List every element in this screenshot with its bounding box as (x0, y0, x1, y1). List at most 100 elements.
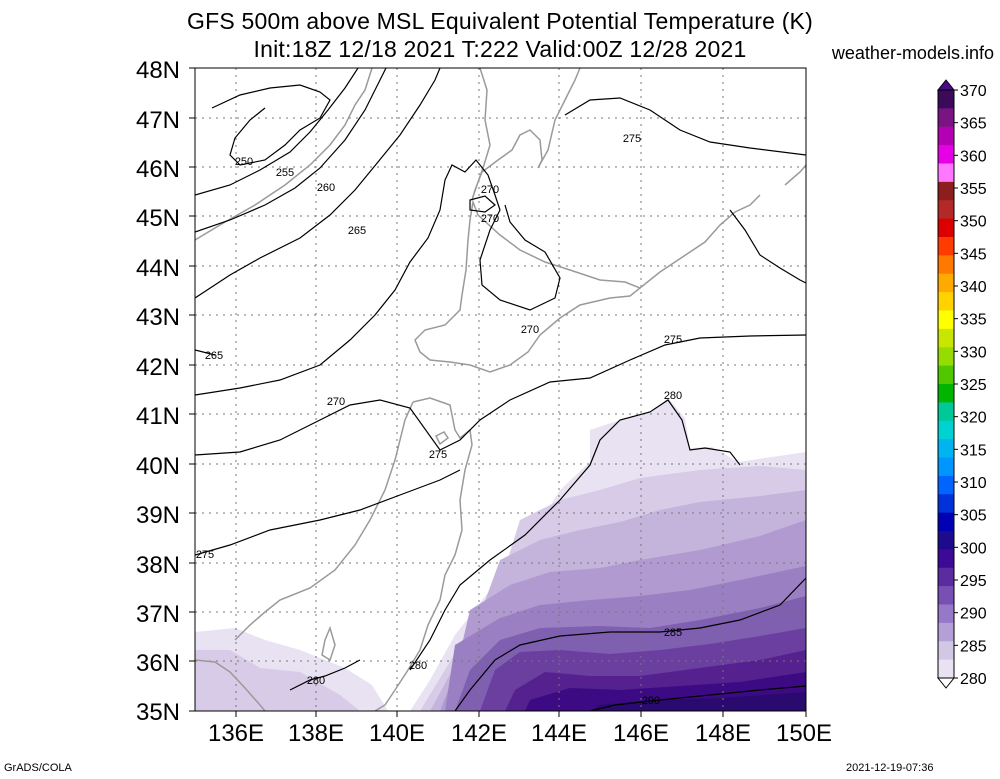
lat-label-39n: 39N (135, 502, 180, 529)
contour-270-ring (469, 195, 496, 213)
colorbar-swatch (938, 659, 954, 679)
contour-275-mid (195, 469, 461, 556)
colorbar-swatch (938, 402, 954, 422)
colorbar-swatch (938, 108, 954, 128)
colorbar-swatch (938, 181, 954, 201)
colorbar-swatch (938, 586, 954, 605)
colorbar-label: 290 (960, 606, 987, 623)
colorbar-swatch (938, 90, 954, 109)
colorbar-label: 335 (960, 312, 987, 329)
colorbar-swatch (938, 200, 954, 220)
contour-label: 275 (623, 133, 641, 145)
lat-label-47n: 47N (135, 107, 180, 134)
lat-label-45n: 45N (135, 205, 180, 232)
colorbar-bottom-arrow (936, 677, 956, 689)
colorbar-swatch (938, 255, 954, 275)
contour-label: 265 (348, 225, 366, 237)
contour-label: 280 (664, 390, 682, 402)
colorbar-swatch (938, 604, 954, 624)
colorbar-swatch (938, 126, 954, 146)
contour-label: 265 (205, 350, 223, 362)
colorbar-swatch (938, 531, 954, 550)
colorbar-label: 280 (960, 671, 987, 688)
footer-grads: GrADS/COLA (4, 762, 72, 774)
lon-label-140e: 140E (368, 720, 426, 747)
colorbar-label: 370 (960, 83, 987, 100)
colorbar-swatch (938, 310, 954, 330)
colorbar-label: 310 (960, 475, 987, 492)
contour-255 (195, 68, 359, 196)
lat-label-40n: 40N (135, 453, 180, 480)
colorbar-swatch (938, 457, 954, 477)
colorbar-label: 330 (960, 344, 987, 361)
colorbar-label: 315 (960, 442, 987, 459)
lon-label-136e: 136E (207, 720, 265, 747)
contour-270 (195, 159, 561, 396)
colorbar-swatch (938, 237, 954, 256)
lat-label-42n: 42N (135, 354, 180, 381)
shade-282 (195, 650, 360, 711)
contour-275-e (729, 209, 806, 284)
contour-275 (195, 334, 806, 456)
contour-275-n (564, 97, 806, 156)
contour-label: 260 (317, 182, 335, 194)
lat-label-48n: 48N (135, 57, 180, 84)
colorbar-label: 325 (960, 377, 987, 394)
colorbar-swatch (938, 512, 954, 532)
contour-280-sw (289, 659, 361, 691)
coastlines (195, 68, 806, 711)
lat-label-36n: 36N (135, 650, 180, 677)
lon-label-142e: 142E (450, 720, 508, 747)
contour-label: 270 (327, 396, 345, 408)
lat-label-37n: 37N (135, 601, 180, 628)
colorbar-swatch (938, 163, 954, 183)
chart-title: GFS 500m above MSL Equivalent Potential … (187, 8, 813, 34)
contour-285 (454, 577, 806, 711)
lat-label-35n: 35N (135, 699, 180, 726)
contour-265 (195, 68, 441, 299)
colorbar-label: 295 (960, 573, 987, 590)
contour-280 (409, 399, 741, 671)
colorbar-top-arrow (936, 79, 956, 91)
lat-label-43n: 43N (135, 304, 180, 331)
colorbar-swatch (938, 273, 954, 293)
contour-label: 285 (664, 627, 682, 639)
lon-label-144e: 144E (530, 720, 588, 747)
shade-298 (590, 692, 806, 711)
colorbar-label: 350 (960, 214, 987, 231)
colorbar-swatch (938, 384, 954, 403)
colorbar-label: 320 (960, 410, 987, 427)
colorbar-swatch (938, 328, 954, 348)
colorbar-label: 345 (960, 246, 987, 263)
contour-265b (195, 349, 216, 356)
colorbar-swatch (938, 549, 954, 569)
lat-label-46n: 46N (135, 156, 180, 183)
colorbar-swatch (938, 641, 954, 661)
lon-label-148e: 148E (694, 720, 752, 747)
contour-label: 280 (409, 660, 427, 672)
contour-label: 275 (664, 334, 682, 346)
colorbar-swatch (938, 622, 954, 642)
lon-label-138e: 138E (287, 720, 345, 747)
colorbar-swatch (938, 567, 954, 587)
colorbar-swatch (938, 365, 954, 385)
colorbar-label: 365 (960, 116, 987, 133)
colorbar-swatch (938, 475, 954, 495)
shaded-field (195, 398, 806, 711)
contour-label-layer: 250 255 260 265 265 270 270 270 270 275 … (196, 133, 682, 707)
colorbar-swatch (938, 218, 954, 238)
axis-ticks (189, 67, 807, 717)
contours (195, 68, 806, 711)
contour-label: 270 (481, 184, 499, 196)
contour-label: 290 (642, 695, 660, 707)
site-credit: weather-models.info (831, 43, 994, 63)
colorbar: 370 365 360 355 350 345 340 335 330 325 320 315 310 3… (936, 79, 987, 689)
colorbar-swatch (938, 420, 954, 440)
contour-label: 270 (481, 213, 499, 225)
contour-label: 275 (196, 549, 214, 561)
contour-label: 275 (429, 449, 447, 461)
lat-label-41n: 41N (135, 403, 180, 430)
colorbar-label: 355 (960, 181, 987, 198)
colorbar-label: 300 (960, 540, 987, 557)
contour-250 (211, 84, 331, 166)
